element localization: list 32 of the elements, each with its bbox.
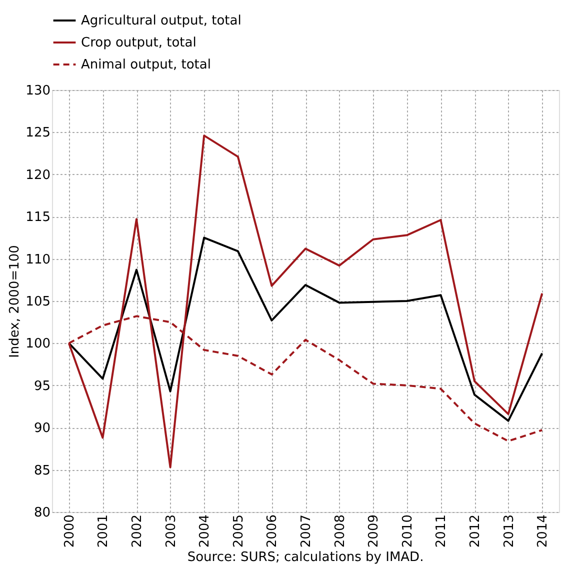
y-tick-label: 95 xyxy=(34,378,50,394)
legend-label: Crop output, total xyxy=(81,36,196,50)
x-tick-label: 2012 xyxy=(468,514,483,548)
y-tick-label: 125 xyxy=(26,126,50,141)
y-tick-label: 100 xyxy=(26,336,50,352)
x-tick-label: 2011 xyxy=(434,514,450,548)
x-tick-label: 2002 xyxy=(130,514,145,548)
source-note: Source: SURS; calculations by IMAD. xyxy=(187,550,424,566)
x-tick-label: 2005 xyxy=(231,514,246,548)
x-tick-label: 2014 xyxy=(536,514,551,548)
y-tick-label: 90 xyxy=(34,421,50,436)
y-tick-label: 85 xyxy=(34,463,50,478)
x-tick-label: 2007 xyxy=(299,514,314,548)
y-tick-label: 80 xyxy=(34,506,50,520)
y-tick-label: 130 xyxy=(26,84,50,98)
y-tick-label: 110 xyxy=(26,252,50,268)
x-tick-label: 2003 xyxy=(164,514,179,548)
x-tick-label: 2006 xyxy=(265,514,280,548)
legend-label: Agricultural output, total xyxy=(81,14,242,28)
x-tick-label: 2000 xyxy=(62,514,78,548)
y-tick-label: 115 xyxy=(26,210,50,226)
y-tick-label: 120 xyxy=(26,168,50,183)
x-tick-label: 2009 xyxy=(366,514,382,548)
y-tick-label: 105 xyxy=(26,294,50,310)
y-axis-title: Index, 2000=100 xyxy=(8,245,23,358)
line-series xyxy=(68,236,544,422)
x-tick-label: 2013 xyxy=(502,514,517,548)
x-tick-label: 2010 xyxy=(400,514,416,548)
legend-label: Animal output, total xyxy=(81,58,211,72)
x-tick-label: 2004 xyxy=(198,514,213,548)
x-tick-label: 2008 xyxy=(332,514,348,548)
x-tick-label: 2001 xyxy=(96,514,112,548)
